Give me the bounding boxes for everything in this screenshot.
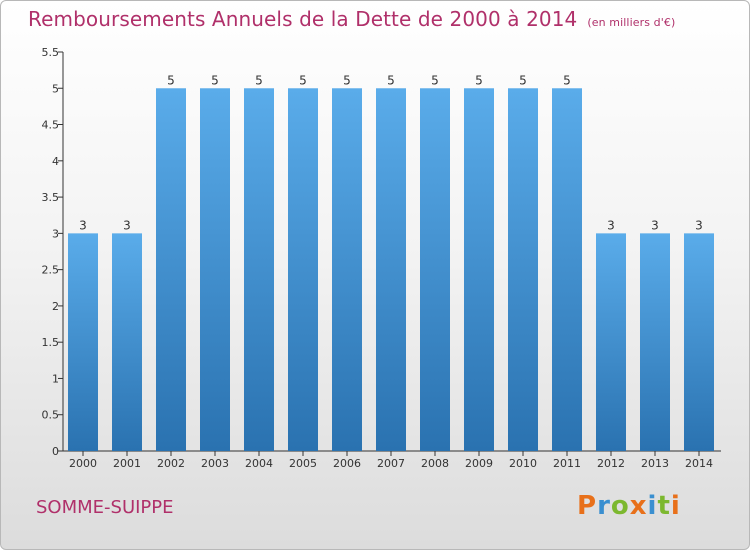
chart-title: Remboursements Annuels de la Dette de 20…	[28, 7, 675, 31]
x-tick-label: 2009	[465, 457, 493, 470]
bar	[376, 88, 406, 451]
y-tick-label: 2.5	[42, 264, 60, 277]
y-tick-label: 5	[52, 82, 59, 95]
y-tick-label: 0	[52, 445, 59, 458]
x-tick-label: 2006	[333, 457, 361, 470]
x-tick-label: 2004	[245, 457, 273, 470]
data-label: 3	[607, 218, 615, 232]
y-tick-label: 2	[52, 300, 59, 313]
logo-letter: x	[629, 491, 648, 521]
y-tick-label: 4.5	[42, 119, 60, 132]
chart-unit: (en milliers d'€)	[587, 16, 676, 29]
chart-title-text: Remboursements Annuels de la Dette de 20…	[28, 7, 578, 31]
data-label: 3	[695, 218, 703, 232]
x-tick-label: 2013	[641, 457, 669, 470]
x-tick-label: 2007	[377, 457, 405, 470]
bar	[464, 88, 494, 451]
y-tick-label: 3	[52, 227, 59, 240]
y-tick-label: 4	[52, 155, 59, 168]
bar	[156, 88, 186, 451]
x-tick-label: 2005	[289, 457, 317, 470]
y-tick-label: 0.5	[42, 409, 60, 422]
data-label: 5	[343, 73, 351, 87]
x-tick-label: 2010	[509, 457, 537, 470]
data-label: 3	[123, 218, 131, 232]
axes: 0 0.5 1 1.5 2 2.5 3 3.5 4 4.5 5 5.5 2000 2001 2002 2003…	[42, 46, 721, 470]
data-label: 5	[563, 73, 571, 87]
y-tick-label: 1	[52, 372, 59, 385]
logo-letter: t	[657, 491, 671, 521]
bar	[684, 233, 714, 451]
x-tick-label: 2000	[69, 457, 97, 470]
bar	[68, 233, 98, 451]
bar	[332, 88, 362, 451]
commune-name: SOMME-SUIPPE	[36, 497, 174, 518]
x-tick-label: 2008	[421, 457, 449, 470]
data-label: 5	[211, 73, 219, 87]
y-tick-label: 1.5	[42, 336, 60, 349]
y-tick-label: 5.5	[42, 46, 60, 59]
data-label: 5	[475, 73, 483, 87]
x-tick-label: 2001	[113, 457, 141, 470]
bar	[596, 233, 626, 451]
logo-letter: i	[647, 491, 658, 521]
data-label: 5	[255, 73, 263, 87]
data-label: 3	[79, 218, 87, 232]
data-label: 5	[299, 73, 307, 87]
logo-letter: P	[577, 491, 598, 521]
x-tick-label: 2002	[157, 457, 185, 470]
proxiti-logo[interactable]: Proxiti	[577, 491, 681, 521]
bar	[552, 88, 582, 451]
bar	[244, 88, 274, 451]
bars: 3 3 5 5 5 5 5 5 5 5 5 5 3 3 3	[68, 73, 714, 451]
data-label: 5	[387, 73, 395, 87]
bar	[112, 233, 142, 451]
x-tick-label: 2011	[553, 457, 581, 470]
x-tick-label: 2012	[597, 457, 625, 470]
bar	[200, 88, 230, 451]
bar	[508, 88, 538, 451]
logo-letter: o	[610, 491, 630, 521]
bar	[288, 88, 318, 451]
logo-letter: r	[597, 491, 611, 521]
data-label: 5	[431, 73, 439, 87]
data-label: 5	[519, 73, 527, 87]
bar	[420, 88, 450, 451]
data-label: 3	[651, 218, 659, 232]
x-tick-label: 2003	[201, 457, 229, 470]
bar	[640, 233, 670, 451]
data-label: 5	[167, 73, 175, 87]
x-tick-label: 2014	[685, 457, 713, 470]
logo-letter: i	[670, 491, 681, 521]
y-tick-label: 3.5	[42, 191, 60, 204]
